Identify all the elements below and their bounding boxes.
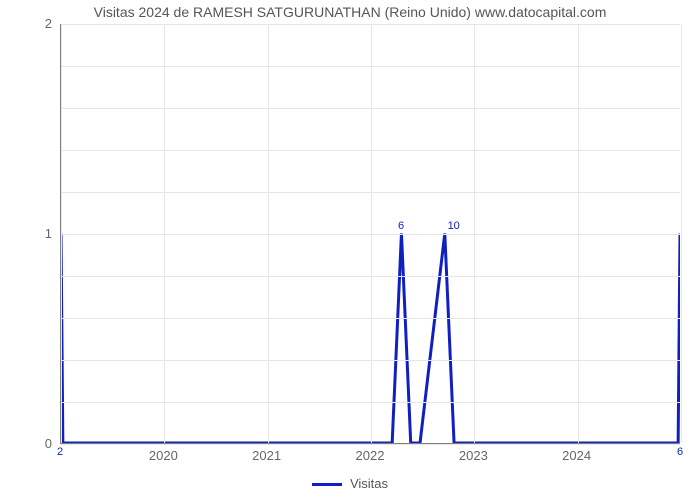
x-tick-label: 2024 [562,448,591,463]
grid-v [164,24,165,443]
point-label: 6 [398,220,404,232]
legend-label: Visitas [350,476,388,491]
legend: Visitas [0,476,700,491]
x-tick-label: 2021 [252,448,281,463]
y-tick-label: 1 [12,226,52,241]
point-label: 10 [448,220,460,232]
grid-v [681,24,682,443]
x-tick-label: 2023 [459,448,488,463]
y-tick-label: 2 [12,16,52,31]
x-tick-label: 2022 [356,448,385,463]
grid-v [268,24,269,443]
grid-h [61,444,680,445]
corner-label: 2 [57,446,63,458]
plot-area [60,24,680,444]
legend-swatch [312,483,342,486]
y-tick-label: 0 [12,436,52,451]
chart-container: { "chart": { "type": "line", "title": "V… [0,0,700,500]
grid-v [371,24,372,443]
grid-v [61,24,62,443]
corner-label: 6 [677,446,683,458]
grid-v [474,24,475,443]
grid-v [578,24,579,443]
x-tick-label: 2020 [149,448,178,463]
chart-title: Visitas 2024 de RAMESH SATGURUNATHAN (Re… [0,4,700,20]
